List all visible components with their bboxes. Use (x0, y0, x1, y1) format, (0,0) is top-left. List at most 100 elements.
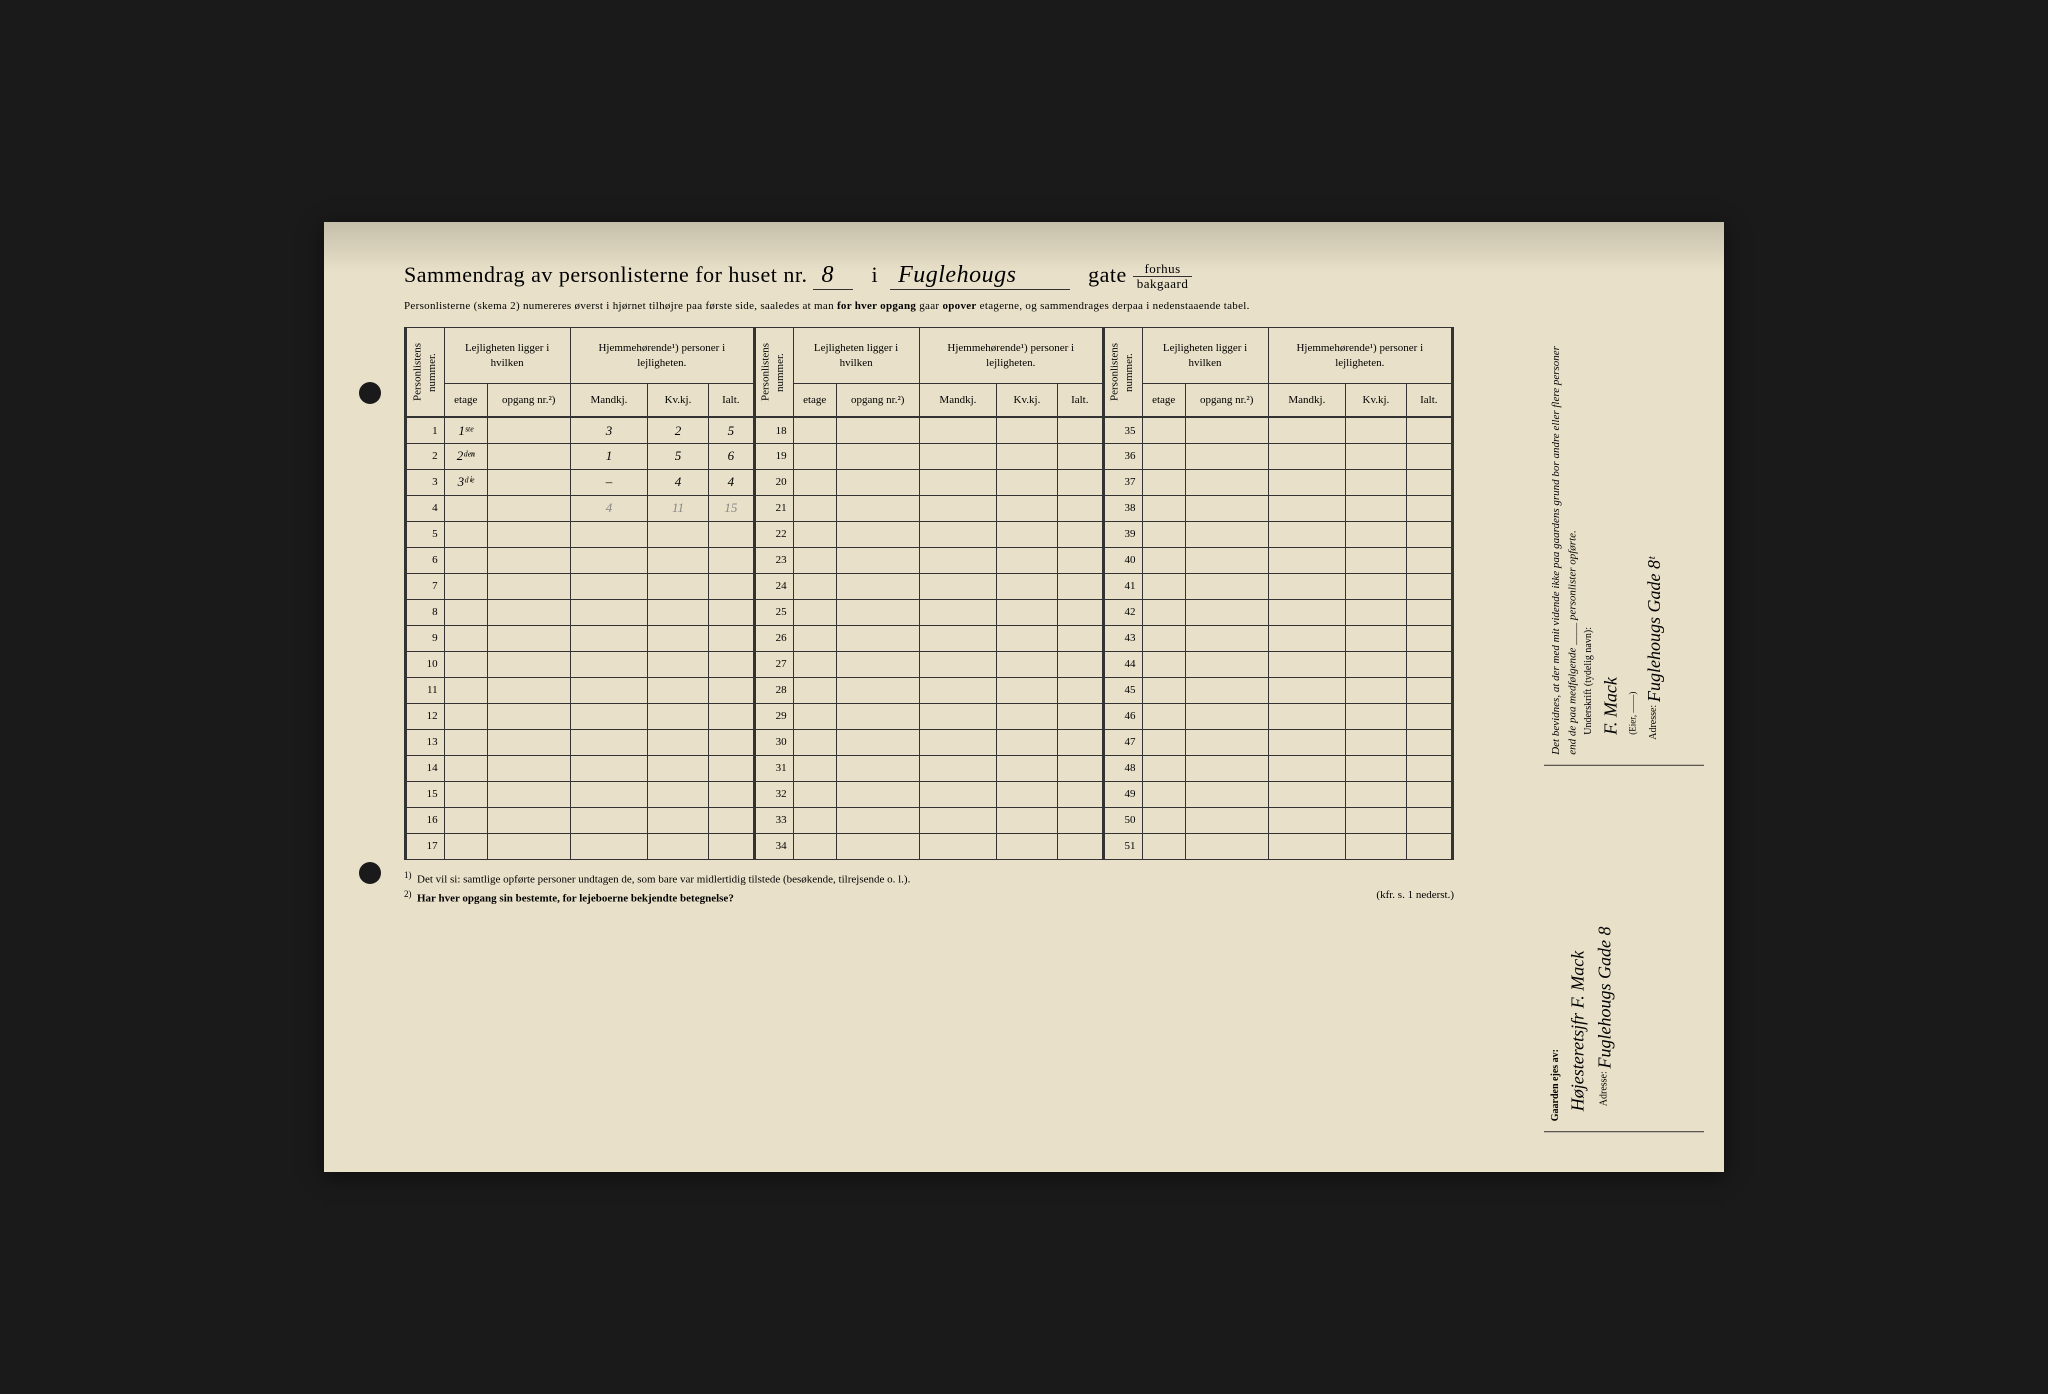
opgang-cell (836, 573, 919, 599)
opgang-cell (487, 443, 570, 469)
mandkj-cell (570, 729, 648, 755)
fraction-top: forhus (1133, 262, 1193, 277)
mandkj-cell: – (570, 469, 648, 495)
ialt-cell (1406, 573, 1452, 599)
owner-value: Højesteretsjfr F. Mack (1565, 796, 1592, 1111)
rownum-cell: 10 (406, 651, 445, 677)
etage-cell (1142, 729, 1185, 755)
ialt-cell (1406, 443, 1452, 469)
opgang-cell (1185, 729, 1268, 755)
gaarden-label: Gaarden ejes av: (1550, 1049, 1561, 1121)
fraction-bottom: bakgaard (1133, 277, 1193, 291)
ialt-cell (1057, 417, 1103, 443)
table-area: Sammendrag av personlisterne for huset n… (404, 262, 1454, 905)
rownum-cell: 36 (1103, 443, 1142, 469)
rownum-cell: 4 (406, 495, 445, 521)
rownum-cell: 17 (406, 833, 445, 859)
col-etage-2: etage (793, 384, 836, 417)
col-hjemme-2: Hjemmehørende¹) personer i lejligheten. (919, 327, 1103, 384)
table-row: 122946 (406, 703, 1453, 729)
etage-cell (1142, 703, 1185, 729)
etage-cell (793, 599, 836, 625)
mandkj-cell (919, 703, 997, 729)
etage-cell (444, 495, 487, 521)
kvkj-cell (1346, 443, 1406, 469)
rownum-cell: 42 (1103, 599, 1142, 625)
rownum-cell: 1 (406, 417, 445, 443)
ialt-cell (1057, 599, 1103, 625)
rownum-cell: 16 (406, 807, 445, 833)
col-personlistens-2: Personlistens nummer. (754, 327, 793, 417)
etage-cell (1142, 573, 1185, 599)
rownum-cell: 44 (1103, 651, 1142, 677)
mandkj-cell (919, 599, 997, 625)
etage-cell: 2ᵈᵉⁿ (444, 443, 487, 469)
opgang-cell (487, 625, 570, 651)
table-body: 11ˢᵗᵉ325183522ᵈᵉⁿ156193633ᵈⁱᵉ–4420374411… (406, 417, 1453, 859)
kvkj-cell (1346, 547, 1406, 573)
etage-cell (1142, 521, 1185, 547)
mandkj-cell (919, 755, 997, 781)
kvkj-cell (648, 755, 708, 781)
kvkj-cell (648, 833, 708, 859)
ialt-cell (1406, 625, 1452, 651)
opgang-cell (1185, 521, 1268, 547)
etage-cell (1142, 417, 1185, 443)
mandkj-cell (570, 833, 648, 859)
opgang-cell (487, 521, 570, 547)
kvkj-cell (1346, 833, 1406, 859)
underskrift-value: F. Mack (1601, 677, 1621, 735)
col-ialt-1: Ialt. (708, 384, 754, 417)
kvkj-cell (1346, 573, 1406, 599)
mandkj-cell (919, 625, 997, 651)
opgang-cell (1185, 807, 1268, 833)
ialt-cell (1057, 677, 1103, 703)
mandkj-cell (919, 573, 997, 599)
mandkj-cell (570, 781, 648, 807)
rownum-cell: 14 (406, 755, 445, 781)
rownum-cell: 7 (406, 573, 445, 599)
col-kvkj-2: Kv.kj. (997, 384, 1057, 417)
kvkj-cell (648, 599, 708, 625)
col-mandkj-3: Mandkj. (1268, 384, 1346, 417)
kvkj-cell (1346, 807, 1406, 833)
ialt-cell: 6 (708, 443, 754, 469)
ialt-cell (1057, 547, 1103, 573)
ialt-cell (1406, 521, 1452, 547)
ialt-cell (1057, 651, 1103, 677)
sub-a: Personlisterne (skema 2) numereres øvers… (404, 300, 837, 312)
opgang-cell (836, 833, 919, 859)
etage-cell (793, 521, 836, 547)
rownum-cell: 5 (406, 521, 445, 547)
ialt-cell (708, 807, 754, 833)
etage-cell: 1ˢᵗᵉ (444, 417, 487, 443)
ialt-cell (1406, 651, 1452, 677)
ialt-cell (708, 781, 754, 807)
ialt-cell (1406, 833, 1452, 859)
rownum-cell: 22 (754, 521, 793, 547)
opgang-cell (487, 651, 570, 677)
opgang-cell (1185, 755, 1268, 781)
rownum-cell: 6 (406, 547, 445, 573)
table-row: 4411152138 (406, 495, 1453, 521)
rownum-cell: 43 (1103, 625, 1142, 651)
col-lejligheten-1: Lejligheten ligger i hvilken (444, 327, 570, 384)
table-row: 173451 (406, 833, 1453, 859)
ialt-cell (708, 729, 754, 755)
rownum-cell: 33 (754, 807, 793, 833)
ialt-cell (1057, 521, 1103, 547)
opgang-cell (487, 729, 570, 755)
etage-cell (793, 755, 836, 781)
etage-cell (793, 651, 836, 677)
opgang-cell (1185, 625, 1268, 651)
sub-c: etagerne, og sammendrages derpaa i neden… (977, 300, 1250, 312)
kvkj-cell (1346, 651, 1406, 677)
mandkj-cell (1268, 807, 1346, 833)
content-wrap: Sammendrag av personlisterne for huset n… (404, 262, 1674, 905)
mandkj-cell (570, 521, 648, 547)
sub-b: gaar (916, 300, 942, 312)
footnotes: 1) Det vil si: samtlige opførte personer… (404, 870, 1454, 905)
mandkj-cell (570, 573, 648, 599)
etage-cell: 3ᵈⁱᵉ (444, 469, 487, 495)
kvkj-cell (1346, 495, 1406, 521)
